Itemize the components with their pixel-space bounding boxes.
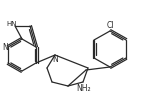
Text: N: N: [2, 42, 8, 51]
Text: Cl: Cl: [106, 20, 114, 29]
Text: HN: HN: [7, 21, 17, 27]
Text: N: N: [52, 55, 58, 64]
Text: NH₂: NH₂: [76, 83, 91, 93]
